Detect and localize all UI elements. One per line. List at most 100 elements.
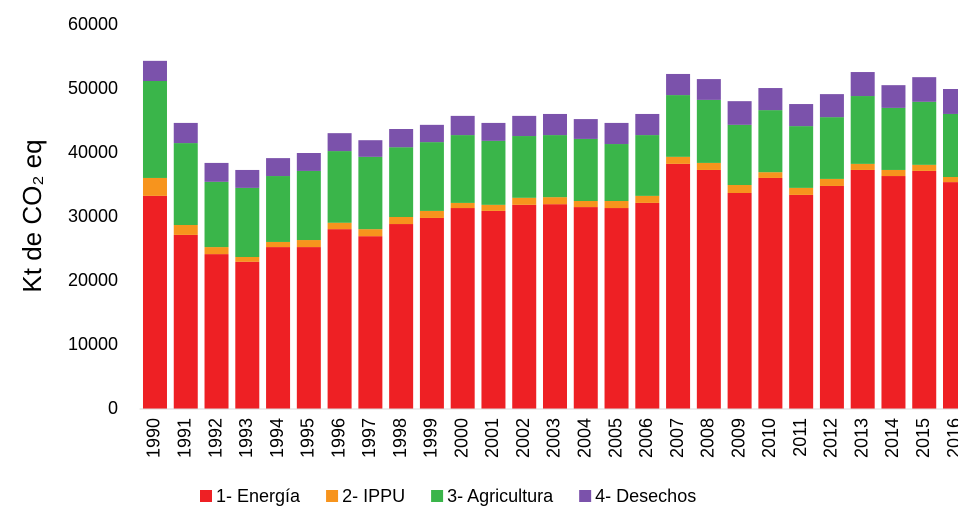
bar-segment [666, 163, 691, 409]
bar-segment [481, 210, 506, 409]
bar-segment [604, 122, 629, 145]
bar-segment [296, 170, 321, 241]
bar-segment [696, 162, 721, 170]
bar-segment [296, 240, 321, 248]
legend-label: 4- Desechos [595, 486, 696, 506]
x-tick-label: 2015 [913, 418, 933, 458]
bar-segment [758, 110, 783, 173]
bar-segment [204, 254, 229, 409]
bar-segment [666, 156, 691, 164]
bar-segment [881, 176, 906, 409]
x-tick-label: 1995 [298, 418, 318, 458]
bar-segment [850, 169, 875, 409]
x-tick-label: 2009 [728, 418, 748, 458]
bar-segment [450, 202, 475, 209]
bar-segment [666, 73, 691, 96]
bar-segment [666, 95, 691, 157]
bar-segment [327, 229, 352, 409]
bar-segment [943, 177, 958, 183]
bar-segment [358, 156, 383, 230]
bar-segment [542, 197, 567, 205]
bar-segment [696, 99, 721, 163]
legend-label: 3- Agricultura [447, 486, 554, 506]
bar-segment [573, 138, 598, 201]
y-tick-label: 10000 [68, 334, 118, 354]
bar-segment [789, 194, 814, 409]
y-tick-label: 60000 [68, 14, 118, 34]
bar-segment [850, 72, 875, 97]
bar-segment [542, 113, 567, 136]
bar-segment [142, 60, 167, 81]
bar-segment [266, 247, 291, 409]
legend: 1- Energía 2- IPPU 3- Agricultura 4- Desech… [200, 486, 696, 506]
bar-segment [450, 208, 475, 409]
bar-segment [758, 88, 783, 111]
bar-segment [481, 122, 506, 141]
bar-segment [819, 185, 844, 409]
bar-segment [604, 208, 629, 409]
bar-segment [512, 197, 537, 205]
bar-segment [419, 142, 444, 211]
bar-segment [173, 234, 198, 409]
y-tick-label: 50000 [68, 78, 118, 98]
bar-segment [635, 113, 660, 136]
bar-segment [573, 201, 598, 208]
x-tick-label: 2007 [667, 418, 687, 458]
bar-segment [912, 101, 937, 165]
x-tick-label: 2002 [513, 418, 533, 458]
x-tick-label: 2008 [698, 418, 718, 458]
y-axis-title: Kt de CO₂ eq [17, 139, 47, 292]
bar-segment [542, 135, 567, 198]
y-tick-label: 20000 [68, 270, 118, 290]
bar-segment [727, 124, 752, 185]
legend-swatch [200, 490, 212, 502]
bar-segment [727, 101, 752, 125]
bar-segment [573, 119, 598, 139]
bar-segment [912, 170, 937, 409]
x-tick-label: 2011 [790, 418, 810, 457]
bar-segment [204, 181, 229, 248]
x-tick-label: 1994 [267, 418, 287, 458]
bar-segment [266, 158, 291, 177]
x-tick-label: 1996 [328, 418, 348, 458]
bar-segment [389, 217, 414, 225]
bar-segment [142, 177, 167, 196]
x-tick-label: 2004 [575, 418, 595, 458]
legend-label: 1- Energía [216, 486, 301, 506]
bar-segment [542, 204, 567, 409]
x-tick-label: 2000 [451, 418, 471, 458]
bar-segment [235, 169, 260, 188]
bar-segment [419, 217, 444, 409]
x-tick-label: 1997 [359, 418, 379, 458]
bar-segment [512, 204, 537, 409]
bar-segment [912, 164, 937, 171]
x-tick-label: 2010 [759, 418, 779, 458]
x-tick-label: 1991 [175, 418, 195, 458]
x-tick-label: 1993 [236, 418, 256, 458]
bar-segment [512, 136, 537, 198]
x-tick-label: 1998 [390, 418, 410, 458]
bar-segment [358, 236, 383, 409]
bar-segment [696, 79, 721, 100]
x-tick-label: 1990 [144, 418, 164, 458]
y-tick-label: 0 [108, 398, 118, 418]
bar-segment [389, 129, 414, 148]
bar-segment [235, 257, 260, 262]
bar-segment [912, 77, 937, 102]
bar-segment [358, 140, 383, 157]
bar-segment [789, 104, 814, 127]
bar-segment [358, 229, 383, 237]
bar-segment [235, 261, 260, 409]
x-tick-label: 1999 [421, 418, 441, 458]
bar-segment [173, 225, 198, 235]
bar-segment [789, 126, 814, 188]
bar-segment [142, 195, 167, 409]
legend-label: 2- IPPU [342, 486, 405, 506]
x-tick-label: 2006 [636, 418, 656, 458]
bar-segment [635, 135, 660, 196]
y-tick-label: 40000 [68, 142, 118, 162]
bar-segment [327, 151, 352, 223]
bar-segment [604, 201, 629, 209]
bar-segment [573, 207, 598, 409]
x-tick-label: 2003 [544, 418, 564, 458]
